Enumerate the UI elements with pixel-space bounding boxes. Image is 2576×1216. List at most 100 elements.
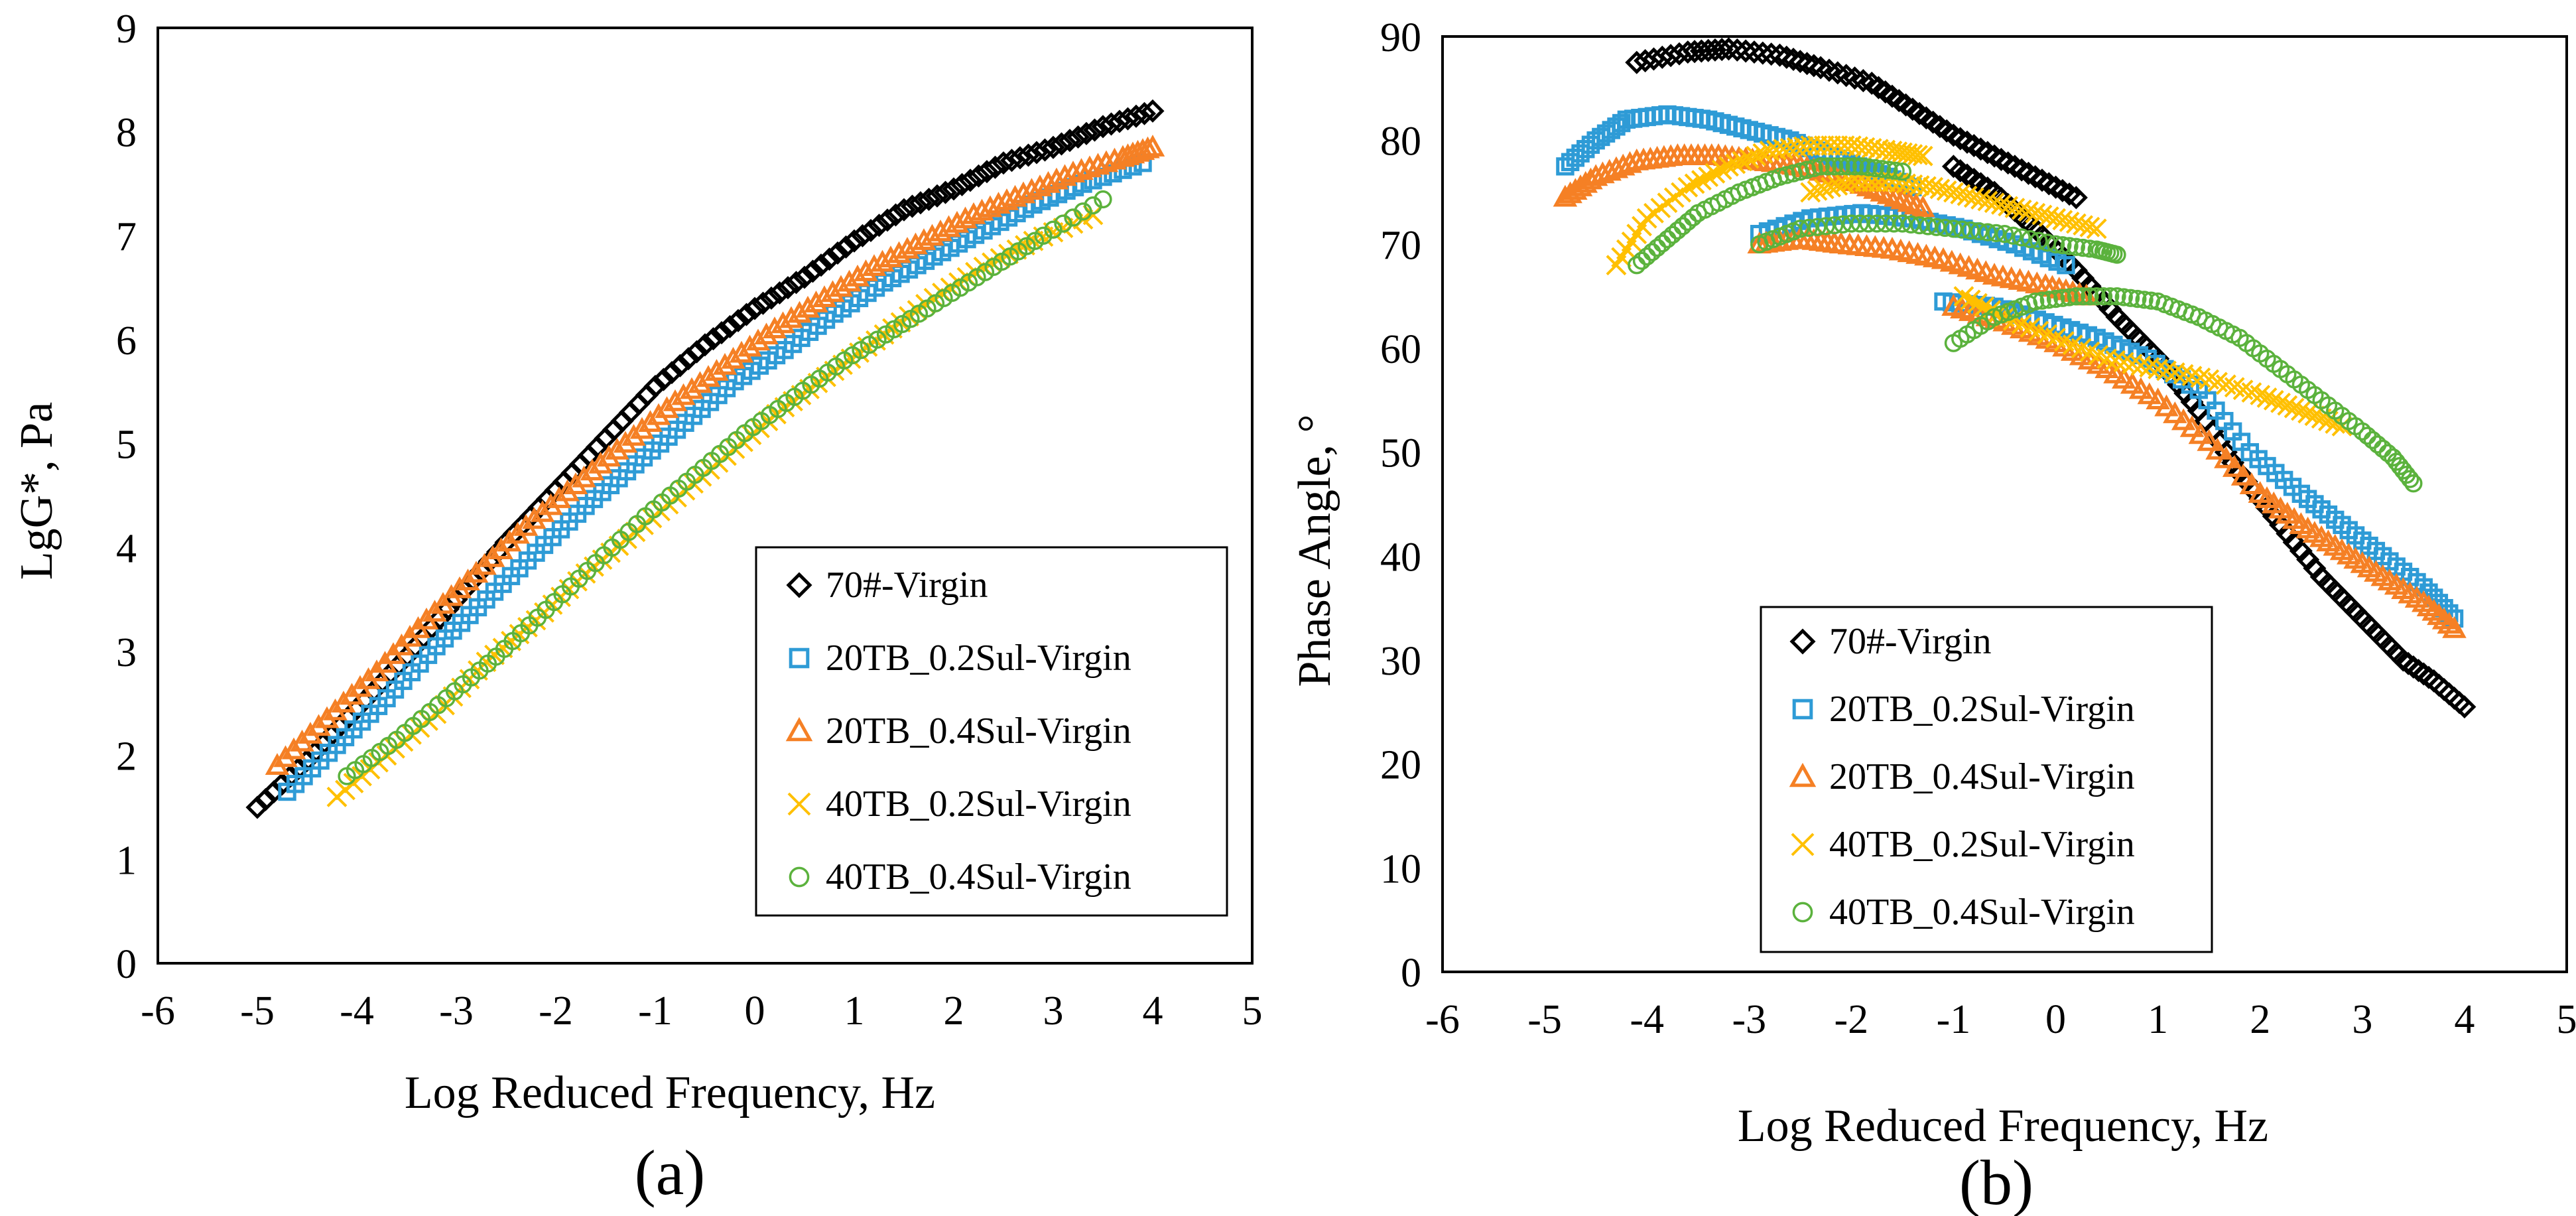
y-tick-label: 0 [116, 942, 137, 987]
x-tick-label: -4 [340, 988, 374, 1034]
data-point [1795, 52, 1819, 76]
data-point [668, 354, 692, 377]
y-tick-label: 40 [1380, 535, 1421, 580]
data-point [679, 377, 704, 399]
data-point [1936, 180, 1957, 201]
data-point [2031, 204, 2053, 226]
data-point [1019, 178, 1044, 200]
legend-entry-label: 20TB_0.2Sul-Virgin [1829, 689, 2135, 730]
data-point [1923, 176, 1944, 198]
data-point [671, 383, 696, 405]
data-point [1751, 41, 1775, 65]
data-point [2103, 362, 2128, 383]
data-point [1074, 121, 1098, 145]
data-point [2081, 239, 2099, 258]
y-axis-label-a: LgG*, Pa [11, 402, 62, 580]
data-point [953, 206, 978, 229]
legend-entry-label: 20TB_0.2Sul-Virgin [826, 638, 1131, 679]
data-point [2087, 287, 2106, 306]
data-point [245, 795, 269, 819]
data-point [1632, 251, 1651, 270]
data-point [2053, 289, 2072, 307]
data-point [1716, 37, 1740, 61]
data-point [1775, 45, 1799, 69]
data-point [2038, 206, 2059, 227]
data-point [1135, 136, 1160, 159]
data-point [787, 301, 812, 323]
data-point [2108, 245, 2126, 264]
data-point [1084, 196, 1102, 215]
data-point [710, 321, 734, 345]
legend-marker [787, 792, 811, 816]
data-point [928, 219, 953, 241]
data-point [1141, 99, 1165, 123]
y-tick-label: 8 [116, 111, 137, 156]
data-point [2026, 292, 2045, 311]
y-tick-label: 2 [116, 734, 137, 779]
data-point [688, 371, 712, 393]
data-point [751, 291, 775, 315]
data-point [870, 249, 895, 272]
data-point [2021, 230, 2039, 249]
data-point [1901, 215, 1920, 234]
legend-entry-label: 20TB_0.4Sul-Virgin [826, 710, 1131, 752]
data-point [2128, 289, 2147, 308]
data-point [1732, 151, 1753, 172]
data-point [2284, 397, 2305, 419]
data-point [1907, 145, 1928, 166]
y-tick-label: 3 [116, 630, 137, 675]
data-point [875, 208, 899, 232]
data-point [2130, 355, 2152, 376]
data-point [817, 247, 842, 271]
data-point [1850, 214, 1869, 233]
legend-marker [1789, 762, 1817, 787]
data-point [1069, 158, 1094, 180]
x-tick-label: 1 [2148, 997, 2168, 1042]
data-point [820, 280, 845, 303]
data-point [900, 194, 925, 218]
data-point [762, 316, 787, 339]
data-point [1036, 170, 1061, 193]
data-point [1679, 212, 1697, 232]
data-point [2190, 367, 2211, 388]
data-point [1808, 218, 1827, 236]
data-point [2012, 228, 2031, 247]
data-point [1077, 155, 1102, 178]
data-point [2239, 472, 2264, 494]
data-point [1832, 157, 1850, 176]
legend-marker [786, 572, 812, 598]
data-point [1044, 167, 1069, 190]
data-point [743, 297, 767, 320]
data-point [826, 241, 850, 265]
data-point [1140, 135, 1165, 157]
legend-b: 70#-Virgin 20TB_0.2Sul-Virgin 20TB_0.4Sul-… [1760, 606, 2213, 953]
data-point [2179, 415, 2205, 437]
data-point [1987, 224, 2006, 243]
data-point [684, 340, 709, 364]
data-point [2453, 695, 2477, 719]
legend-entry-label: 40TB_0.2Sul-Virgin [1829, 824, 2135, 865]
data-point [970, 198, 994, 221]
data-point [925, 184, 949, 208]
data-point [1807, 180, 1828, 201]
data-point [1033, 138, 1057, 162]
data-point [2205, 437, 2230, 460]
x-tick-label: 2 [2250, 997, 2270, 1042]
legend-entry-label: 20TB_0.4Sul-Virgin [1829, 756, 2135, 797]
data-point [2148, 358, 2169, 379]
data-point [2073, 215, 2094, 236]
data-point [2120, 372, 2145, 394]
data-point [2137, 382, 2162, 405]
data-point [1953, 286, 1974, 307]
data-point [718, 314, 742, 338]
legend-marker [789, 866, 810, 888]
data-point [1791, 163, 1809, 181]
x-tick-label: 3 [1043, 988, 1064, 1034]
data-point [1884, 214, 1903, 233]
data-point [1788, 50, 1812, 74]
data-point [1653, 234, 1671, 253]
data-point [754, 322, 779, 345]
data-point [1647, 238, 1667, 257]
data-points-b [1553, 37, 2477, 719]
data-point [878, 245, 903, 267]
